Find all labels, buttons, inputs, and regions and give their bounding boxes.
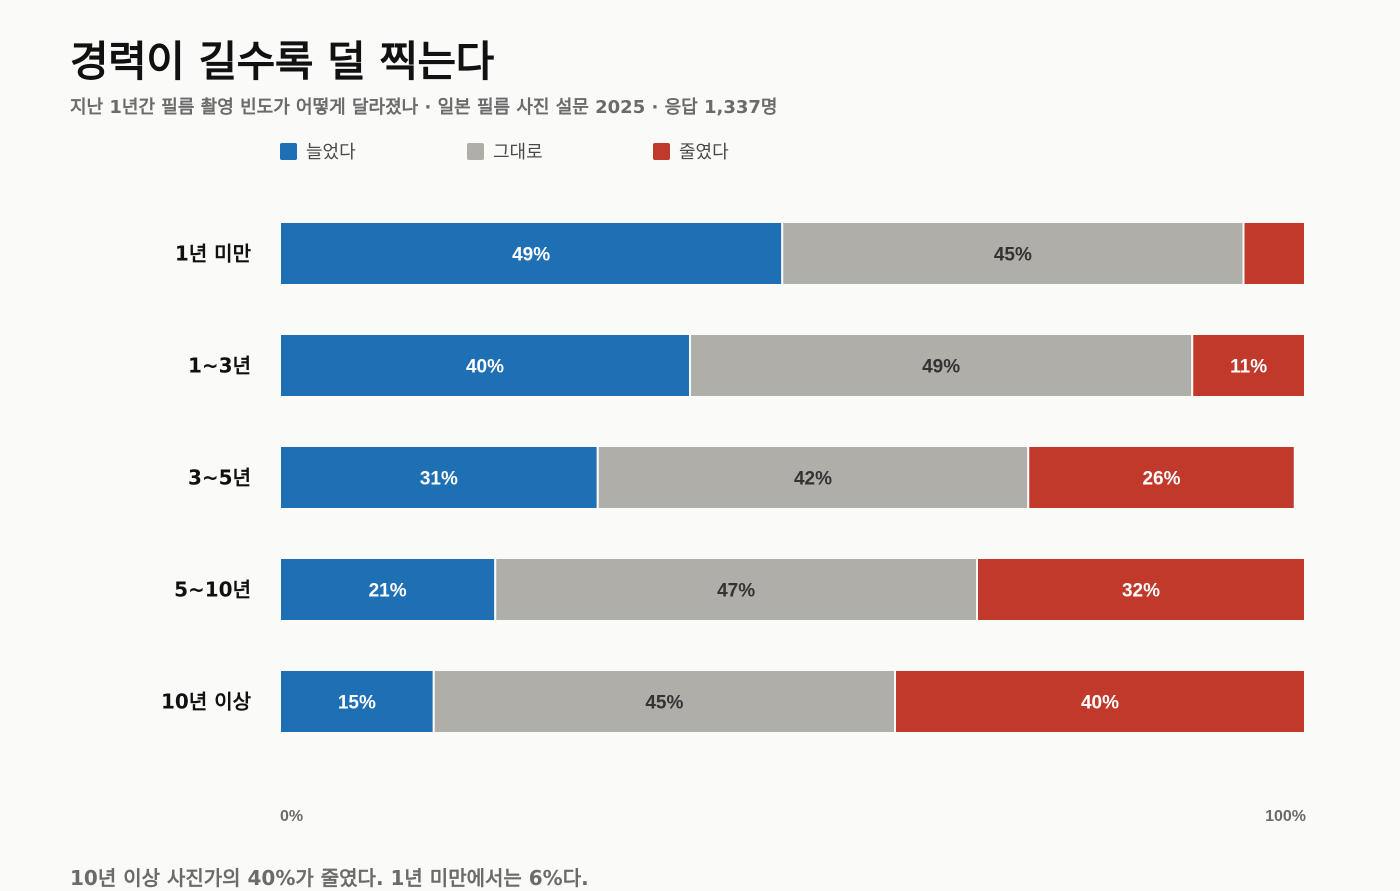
data-label: 31% [420,469,458,490]
data-label: 45% [645,693,683,714]
legend-item-increased: 늘었다 [280,138,356,164]
data-label: 15% [338,693,376,714]
data-label: 45% [994,245,1032,266]
category-label: 1~3년 [188,354,251,378]
data-label: 42% [794,469,832,490]
legend-label-increased: 늘었다 [306,142,356,163]
chart-footnote: 10년 이상 사진가의 40%가 줄였다. 1년 미만에서는 6%다. [70,866,589,890]
legend-item-same: 그대로 [467,138,543,164]
chart-subtitle: 지난 1년간 필름 촬영 빈도가 어떻게 달라졌나 · 일본 필름 사진 설문 … [70,97,778,118]
data-label: 49% [922,357,960,378]
bar-segment-decreased [894,669,1306,734]
bar-segment-same [781,221,1245,286]
bar-segment-decreased [1191,333,1306,398]
legend-swatch-same [467,142,484,160]
legend-label-decreased: 줄였다 [679,142,729,163]
bar-segment-same [494,557,978,622]
data-label: 40% [466,357,504,378]
legend-swatch-decreased [653,142,670,160]
legend-item-decreased: 줄였다 [653,138,729,164]
bar-segment-increased [279,445,599,510]
data-label: 26% [1142,469,1180,490]
category-label: 3~5년 [188,466,251,490]
bar-segment-same [689,333,1194,398]
bar-segment-decreased [976,557,1306,622]
bar-segment-same [596,445,1030,510]
x-tick-label: 0% [280,808,303,825]
data-label: 49% [512,245,550,266]
data-label: 11% [1230,357,1267,378]
data-label: 32% [1122,581,1160,602]
bar-segment-increased [279,333,691,398]
bar-segment-decreased [1242,221,1306,286]
category-label: 1년 미만 [175,242,252,266]
data-label: 21% [369,581,407,602]
bar-segment-decreased [1027,445,1296,510]
legend-swatch-increased [280,142,297,160]
chart-title: 경력이 길수록 덜 찍는다 [70,37,494,86]
category-label: 5~10년 [174,578,251,602]
bar-segment-increased [279,669,435,734]
data-label: 47% [717,581,755,602]
category-label: 10년 이상 [161,690,252,714]
data-label: 40% [1081,693,1119,714]
bar-segment-increased [279,557,497,622]
legend-label-same: 그대로 [493,142,543,163]
x-tick-label: 100% [1265,808,1306,825]
